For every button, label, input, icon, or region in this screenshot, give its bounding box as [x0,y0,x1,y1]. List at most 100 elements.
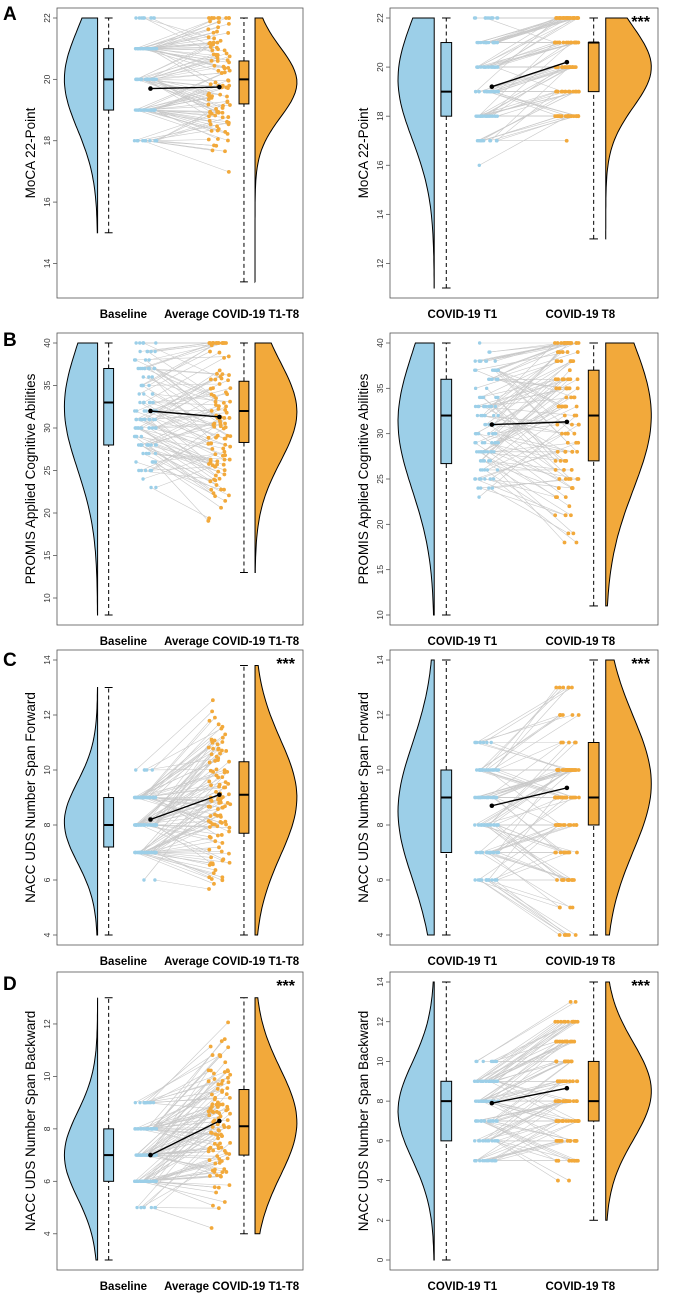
point-followup [574,114,579,119]
y-tick-label: 14 [375,655,385,665]
paired-line [151,840,216,853]
point-followup [564,404,569,409]
point-followup [226,78,230,83]
y-tick-label: 0 [375,1257,385,1262]
point-followup [557,386,562,391]
paired-line [493,824,563,881]
point-baseline [148,468,152,473]
point-baseline [476,795,481,800]
point-followup [569,40,574,45]
point-followup [216,1082,221,1087]
point-followup [224,1108,229,1113]
point-baseline [146,443,151,447]
point-baseline [150,426,155,430]
point-followup [209,783,213,788]
point-followup [572,431,577,436]
paired-line [487,397,567,453]
point-followup [216,127,221,131]
paired-line [497,1140,577,1162]
point-followup [218,1141,222,1146]
point-followup [560,377,565,382]
point-followup [566,685,571,690]
paired-line [475,478,566,516]
point-baseline [478,1159,482,1163]
point-baseline [148,108,153,112]
point-followup [206,1068,211,1073]
point-baseline [473,386,478,391]
point-baseline [493,441,497,445]
point-followup [555,422,560,427]
point-followup [563,449,568,454]
mean-line [150,410,220,418]
paired-line [488,487,569,534]
point-baseline [147,375,151,379]
point-baseline [473,1099,478,1103]
point-baseline [488,89,492,94]
point-followup [210,698,215,703]
point-followup [575,350,580,354]
paired-line [489,115,577,142]
y-tick-label: 10 [42,765,52,775]
point-followup [212,424,217,429]
point-baseline [495,1119,499,1123]
paired-line [479,342,568,362]
paired-line [151,1128,219,1131]
point-followup [568,377,573,382]
box-baseline-box [103,797,115,848]
point-followup [566,1019,570,1024]
point-baseline [493,1139,498,1143]
point-followup [575,16,580,20]
point-followup [208,804,213,809]
point-baseline [473,368,477,372]
point-followup [564,395,569,400]
point-baseline [489,740,493,745]
chart-A-right: 12 14 16 18 20 22 MoCA 22-Point COVID-19 T1 COVI… [356,7,659,321]
point-followup [215,124,219,129]
point-baseline [489,1059,494,1064]
point-baseline [138,77,143,82]
paired-line [147,48,217,56]
point-followup [562,823,567,827]
point-followup [226,1125,231,1130]
paired-line [140,1127,229,1156]
paired-line [155,424,221,429]
paired-line [475,1100,566,1161]
point-baseline [144,409,148,413]
point-baseline [153,443,158,447]
point-baseline [143,1179,147,1184]
point-followup [572,40,577,45]
point-followup [226,1080,231,1085]
point-followup [574,540,579,545]
point-baseline [483,16,488,20]
point-followup [219,487,223,492]
point-baseline [139,1127,143,1131]
y-tick-label: 20 [42,508,52,518]
paired-line [138,79,209,95]
point-followup [216,137,220,141]
point-followup [225,99,230,104]
point-followup [572,768,577,772]
point-followup [221,103,225,108]
point-followup [219,1159,224,1163]
point-followup [212,143,216,148]
y-tick-label: 2 [375,1218,385,1223]
paired-line [138,427,211,460]
paired-line [489,1100,567,1122]
paired-line [496,824,569,853]
point-followup [569,395,574,400]
point-baseline [489,65,493,69]
y-tick-label: 10 [42,1071,52,1081]
point-baseline [494,139,499,143]
paired-line [478,42,556,117]
point-followup [207,341,212,345]
point-followup [209,377,213,382]
paired-line [145,1102,211,1109]
x-group-label-2: Average COVID-19 T1-T8 [164,636,300,648]
point-followup [215,371,219,376]
point-followup [564,138,569,143]
point-followup [211,1203,215,1208]
point-followup [565,341,569,345]
paired-line [142,453,230,496]
paired-line [486,714,561,771]
paired-line [147,1162,220,1182]
